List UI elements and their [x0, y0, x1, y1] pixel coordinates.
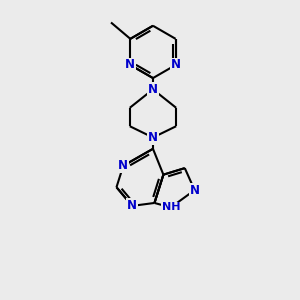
Text: N: N [118, 159, 128, 172]
Text: N: N [148, 131, 158, 144]
Text: N: N [125, 58, 135, 71]
Text: N: N [190, 184, 200, 196]
Text: N: N [171, 58, 181, 71]
Text: NH: NH [162, 202, 180, 212]
Text: N: N [148, 83, 158, 96]
Text: N: N [127, 200, 137, 212]
